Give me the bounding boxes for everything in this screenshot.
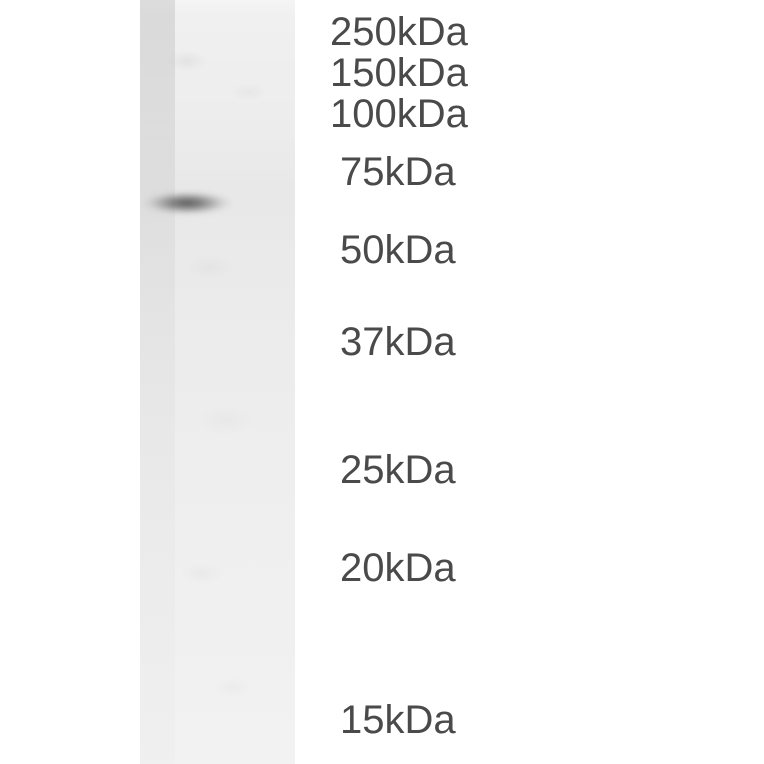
- marker-50kda: 50kDa: [340, 230, 456, 270]
- marker-75kda: 75kDa: [340, 152, 456, 192]
- protein-band: [142, 186, 232, 220]
- lane-edge-smear: [140, 0, 175, 764]
- marker-37kda: 37kDa: [340, 322, 456, 362]
- marker-100kda: 100kDa: [330, 94, 468, 134]
- marker-20kda: 20kDa: [340, 548, 456, 588]
- western-blot-figure: 250kDa 150kDa 100kDa 75kDa 50kDa 37kDa 2…: [0, 0, 764, 764]
- marker-250kda: 250kDa: [330, 12, 468, 52]
- left-margin: [0, 0, 140, 764]
- marker-15kda: 15kDa: [340, 700, 456, 740]
- marker-150kda: 150kDa: [330, 53, 468, 93]
- blot-lane: [140, 0, 295, 764]
- marker-25kda: 25kDa: [340, 450, 456, 490]
